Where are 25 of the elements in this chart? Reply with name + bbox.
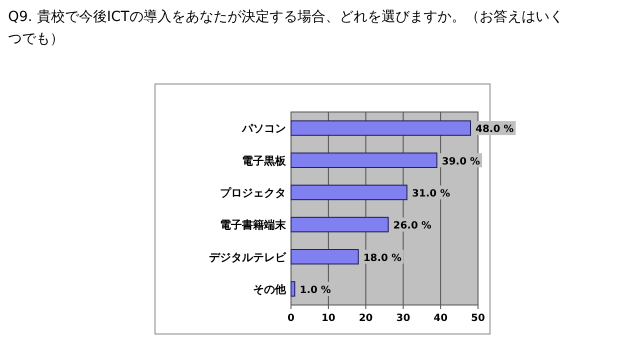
x-tick-label: 20 — [358, 313, 373, 324]
y-tick-label: 電子黒板 — [242, 154, 287, 168]
data-label: 48.0 % — [476, 124, 514, 136]
y-tick-label: パソコン — [241, 122, 286, 136]
bar — [290, 120, 472, 136]
y-tick-label: プロジェクタ — [220, 186, 286, 200]
data-label: 26.0 % — [393, 220, 432, 232]
x-tick-label: 40 — [434, 313, 448, 324]
y-tick-label: デジタルテレビ — [209, 250, 287, 264]
bar — [290, 281, 296, 297]
y-tick-label: 電子書籍端末 — [220, 218, 287, 232]
data-label: 39.0 % — [442, 156, 480, 168]
data-label: 18.0 % — [363, 252, 402, 264]
x-tick-label: 50 — [471, 313, 485, 324]
x-tick-label: 10 — [321, 313, 336, 324]
data-label: 1.0 % — [300, 284, 331, 296]
bar — [290, 184, 408, 200]
x-tick-label: 30 — [396, 313, 410, 324]
y-tick-label: その他 — [253, 282, 287, 296]
chart-title: Q9. 貴校で今後ICTの導入をあなたが決定する場合、どれを選びますか。（お答えはいくつでも） — [8, 8, 564, 49]
data-label: 31.0 % — [412, 188, 450, 200]
bar — [290, 249, 359, 264]
x-tick-label: 0 — [288, 313, 295, 324]
bar — [290, 152, 438, 168]
bar — [290, 216, 389, 232]
